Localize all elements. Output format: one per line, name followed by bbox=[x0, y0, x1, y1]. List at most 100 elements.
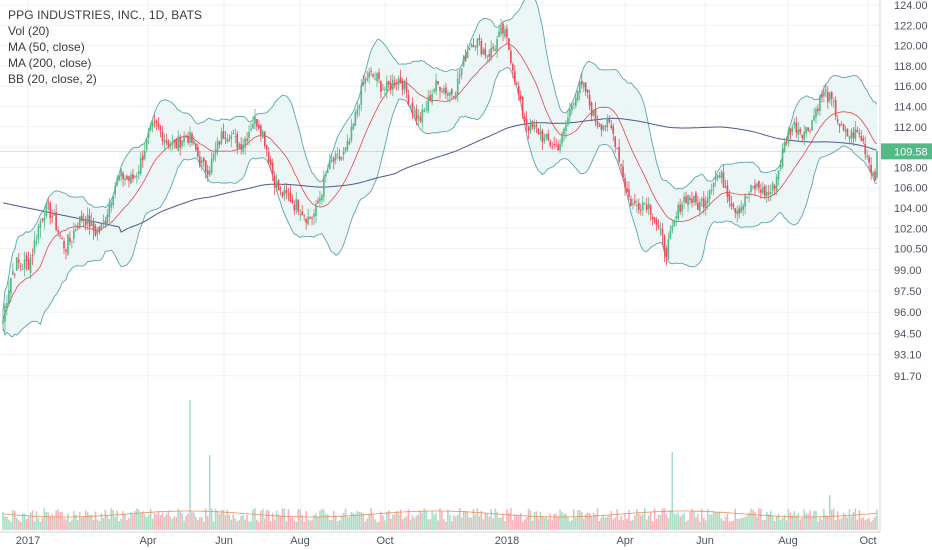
volume-bar bbox=[362, 513, 365, 530]
volume-bar bbox=[858, 510, 861, 530]
candle-body bbox=[340, 156, 343, 160]
volume-bar bbox=[722, 520, 725, 530]
volume-bar bbox=[183, 520, 185, 530]
candle-body bbox=[159, 126, 162, 131]
volume-bar bbox=[293, 520, 296, 530]
volume-bar bbox=[514, 514, 516, 530]
candle-body bbox=[69, 237, 71, 242]
candle-body bbox=[825, 90, 827, 91]
candle-body bbox=[110, 202, 113, 208]
volume-bar bbox=[429, 519, 431, 530]
candle-body bbox=[271, 162, 274, 175]
candle-body bbox=[236, 134, 239, 148]
x-tick-label: Apr bbox=[616, 535, 633, 547]
volume-bar bbox=[29, 512, 32, 530]
candle-body bbox=[262, 131, 264, 138]
volume-bar bbox=[606, 516, 609, 530]
volume-bar bbox=[582, 518, 585, 530]
candle-body bbox=[468, 48, 471, 50]
candle-body bbox=[443, 88, 445, 93]
volume-bar bbox=[147, 514, 150, 530]
volume-bar bbox=[303, 521, 305, 530]
candle-body bbox=[382, 89, 384, 91]
candle-body bbox=[338, 156, 341, 160]
volume-bar bbox=[531, 520, 534, 530]
volume-bar bbox=[130, 512, 132, 530]
volume-bar bbox=[336, 521, 339, 530]
volume-bar bbox=[634, 515, 636, 530]
candle-body bbox=[458, 75, 461, 77]
candle-body bbox=[114, 186, 117, 195]
volume-bar bbox=[338, 520, 341, 530]
candle-body bbox=[126, 176, 128, 180]
volume-bar bbox=[508, 512, 510, 530]
volume-bar bbox=[669, 510, 672, 530]
volume-bar bbox=[433, 514, 435, 530]
y-tick-label: 100.50 bbox=[894, 244, 928, 256]
volume-bar bbox=[43, 508, 46, 530]
y-tick-label: 112.00 bbox=[894, 122, 927, 134]
y-tick-label: 116.00 bbox=[894, 81, 927, 93]
volume-bar bbox=[769, 510, 772, 530]
legend-volume: Vol (20) bbox=[8, 24, 50, 38]
volume-bar bbox=[681, 515, 683, 530]
candle-body bbox=[551, 146, 554, 148]
volume-bar bbox=[569, 521, 571, 530]
candle-body bbox=[313, 213, 315, 217]
candle-body bbox=[714, 176, 717, 181]
volume-bar bbox=[496, 511, 498, 530]
volume-bar bbox=[118, 521, 120, 530]
volume-bar bbox=[754, 511, 756, 530]
candle-body bbox=[476, 39, 479, 48]
volume-bar bbox=[578, 510, 581, 530]
last-price-tag bbox=[881, 143, 932, 160]
volume-bar bbox=[244, 519, 246, 530]
candle-body bbox=[789, 128, 792, 135]
volume-bar bbox=[175, 516, 178, 530]
volume-bar bbox=[685, 521, 687, 530]
candle-body bbox=[311, 217, 313, 219]
volume-bar bbox=[701, 508, 703, 530]
volume-bar bbox=[718, 511, 721, 530]
candle-body bbox=[634, 200, 636, 203]
volume-bar bbox=[732, 520, 735, 530]
volume-bar bbox=[490, 509, 492, 530]
candle-body bbox=[449, 92, 451, 96]
candle-body bbox=[663, 235, 666, 252]
candle-body bbox=[673, 220, 676, 227]
volume-bar bbox=[728, 521, 731, 530]
candle-body bbox=[740, 207, 743, 213]
candle-body bbox=[102, 220, 105, 222]
volume-bar bbox=[224, 515, 227, 530]
volume-bar bbox=[256, 519, 258, 530]
candle-body bbox=[594, 108, 597, 122]
candle-body bbox=[13, 274, 16, 276]
candle-body bbox=[614, 136, 617, 147]
candle-body bbox=[620, 164, 622, 167]
volume-bar bbox=[441, 511, 443, 530]
volume-bar bbox=[612, 519, 615, 530]
candle-body bbox=[226, 138, 229, 142]
candle-body bbox=[765, 191, 768, 197]
volume-bar bbox=[716, 511, 719, 530]
volume-bar bbox=[53, 517, 55, 530]
candle-body bbox=[700, 199, 703, 201]
volume-bar bbox=[724, 516, 727, 530]
candle-body bbox=[608, 119, 611, 123]
volume-bar bbox=[55, 510, 57, 530]
volume-bar bbox=[435, 512, 437, 530]
candle-body bbox=[358, 105, 361, 109]
y-tick-label: 91.70 bbox=[894, 371, 922, 383]
volume-bar bbox=[88, 515, 91, 530]
volume-bar bbox=[262, 508, 264, 530]
candle-body bbox=[547, 134, 550, 141]
volume-bar bbox=[366, 518, 368, 530]
candle-body bbox=[675, 216, 678, 219]
volume-bar bbox=[143, 514, 146, 530]
volume-bar bbox=[819, 517, 821, 530]
volume-bar bbox=[521, 521, 524, 530]
candle-body bbox=[488, 54, 491, 57]
volume-bar bbox=[771, 515, 774, 530]
candle-body bbox=[836, 119, 839, 123]
